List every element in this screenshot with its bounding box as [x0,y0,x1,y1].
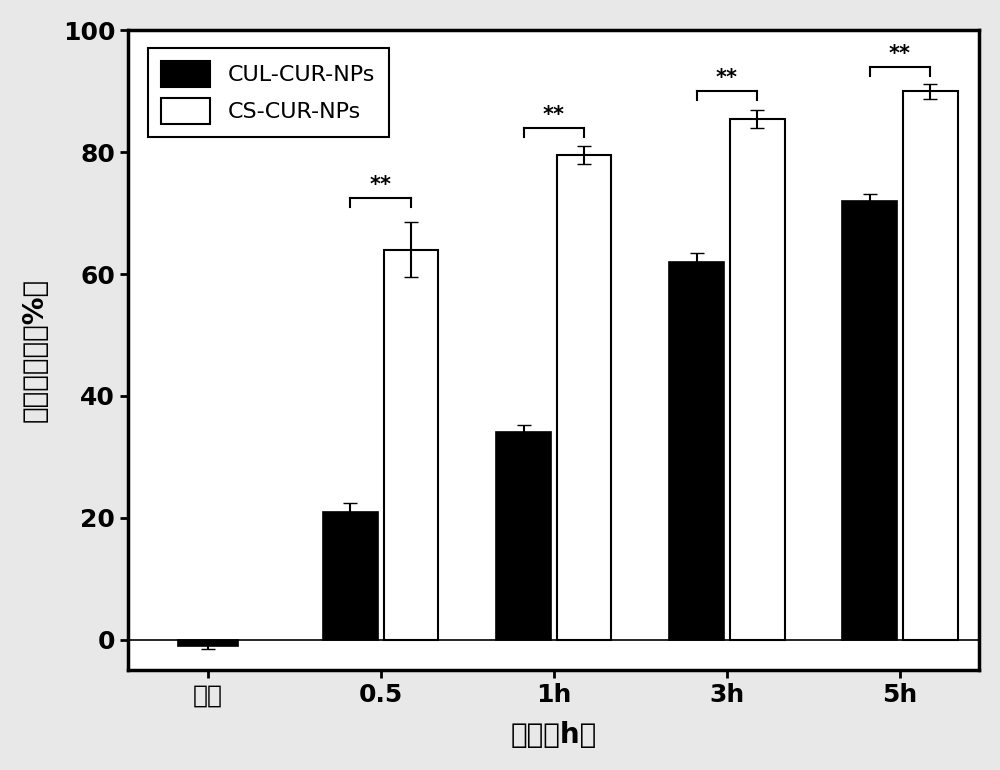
Bar [557,156,611,640]
Legend: CUL-CUR-NPs, CS-CUR-NPs: CUL-CUR-NPs, CS-CUR-NPs [148,48,389,137]
Text: **: ** [716,69,738,89]
X-axis label: 时间（h）: 时间（h） [511,721,597,749]
Bar [842,201,897,640]
Text: **: ** [543,105,565,125]
Y-axis label: 细胞吸噪率（%）: 细胞吸噪率（%） [21,278,49,422]
Text: **: ** [889,44,911,64]
Text: **: ** [370,175,392,195]
Bar [178,640,238,646]
Bar [496,433,551,640]
Bar [669,262,724,640]
Bar [903,92,958,640]
Bar [323,512,378,640]
Bar [730,119,785,640]
Bar [384,249,438,640]
